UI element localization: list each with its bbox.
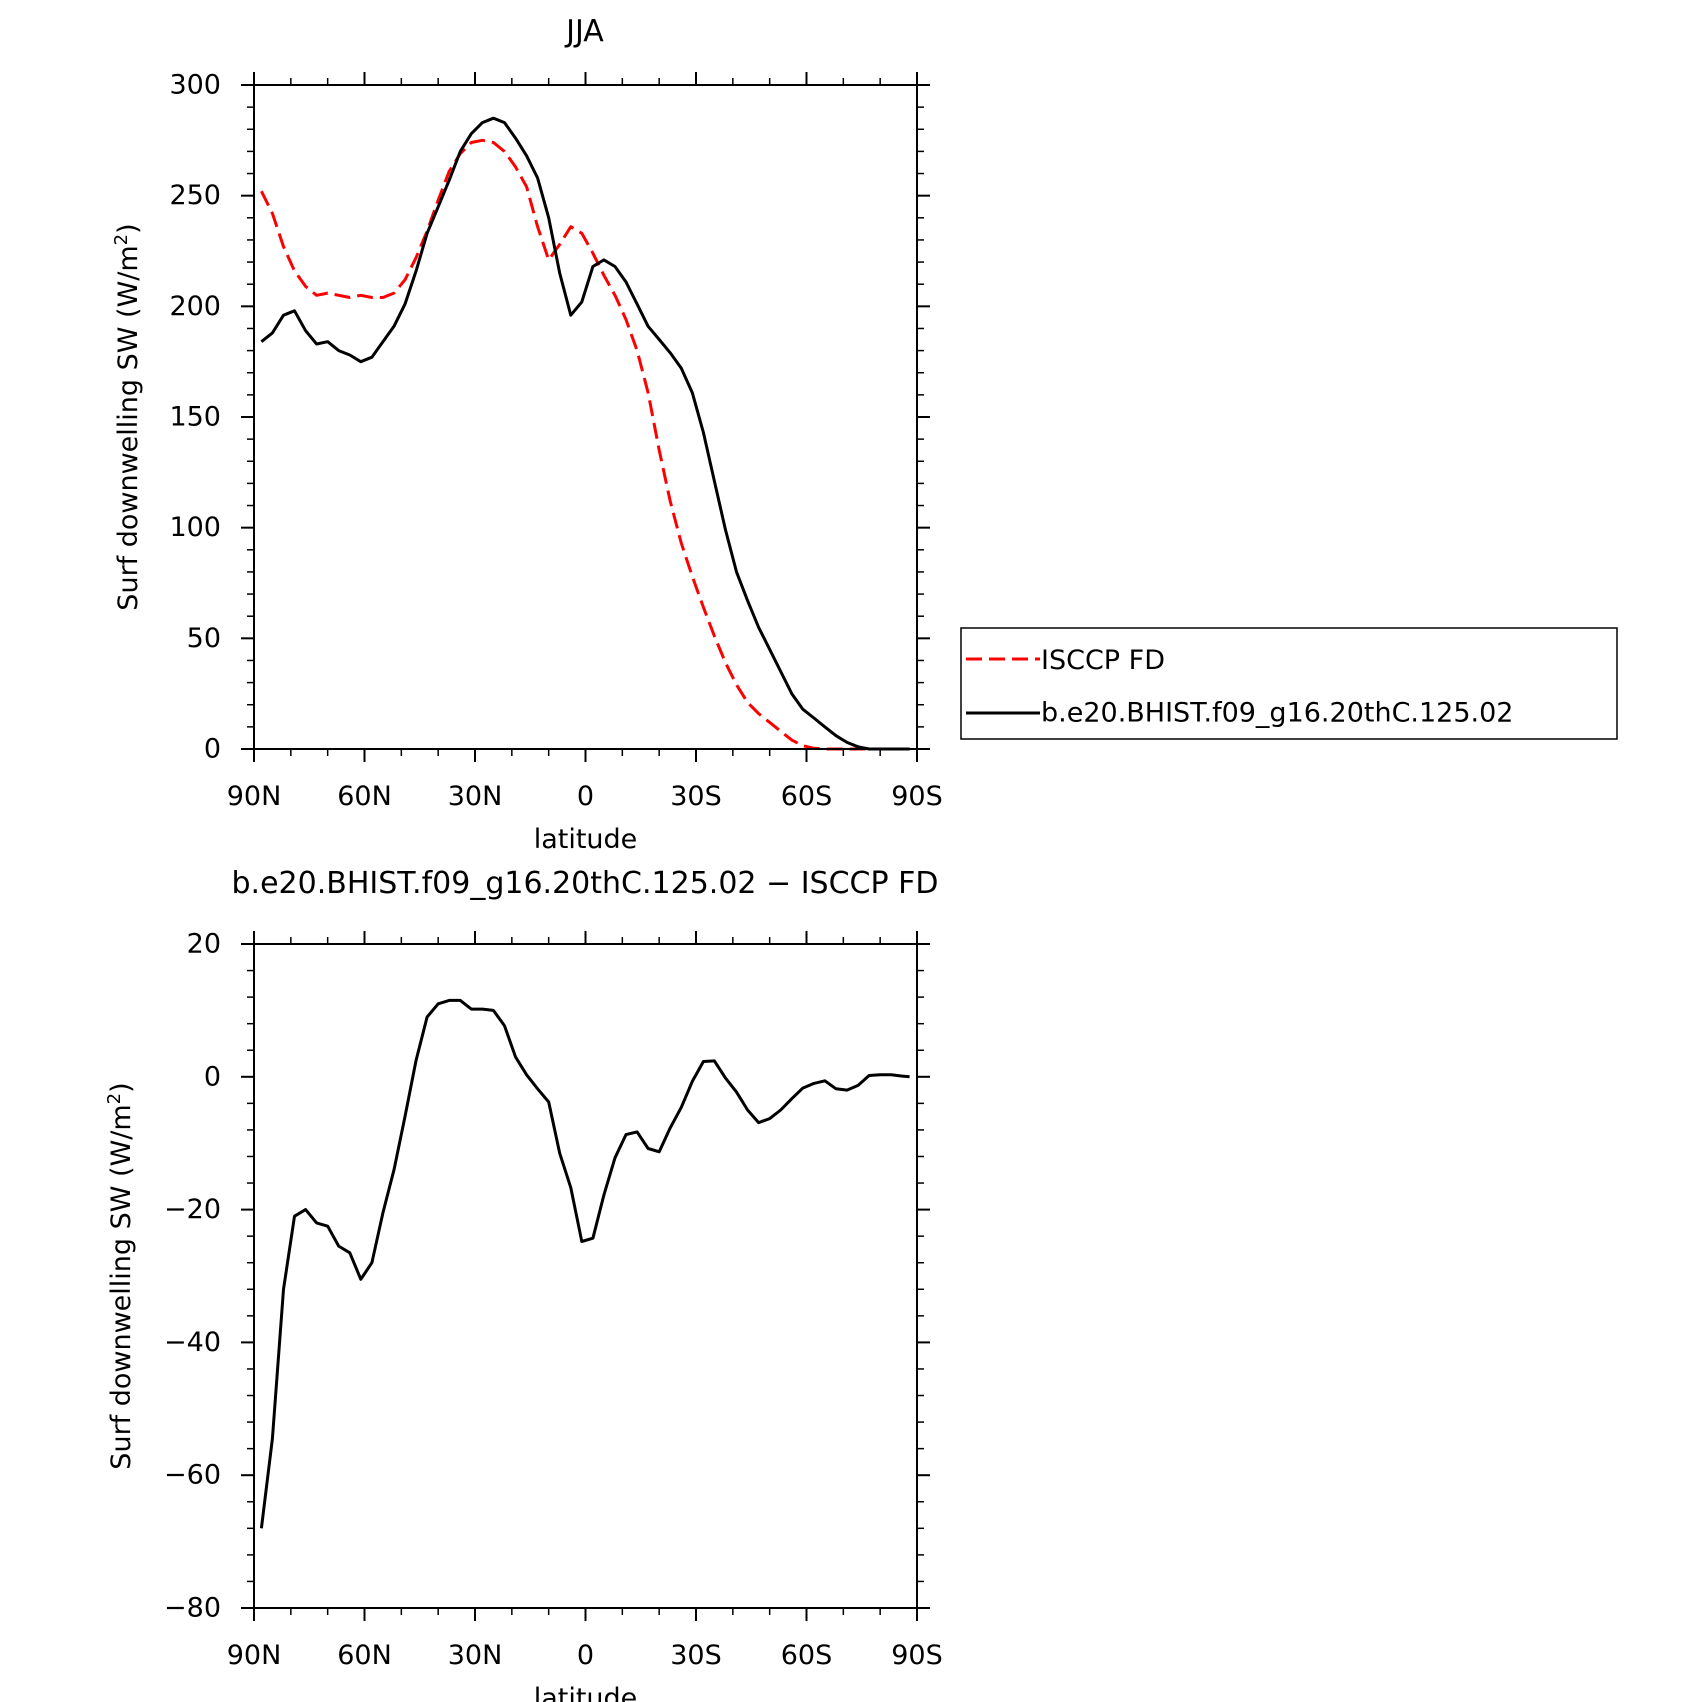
bottom-y-axis-title-main: Surf downwelling SW (W/m	[106, 1104, 137, 1469]
legend-box	[960, 627, 1618, 740]
x-tick-label: 30S	[670, 781, 722, 812]
y-tick-label: 100	[169, 512, 221, 543]
y-tick-label: 0	[204, 734, 221, 765]
x-tick-label: 30N	[448, 1640, 503, 1671]
legend-label-isccp: ISCCP FD	[1041, 645, 1165, 676]
top-y-axis-title-main: Surf downwelling SW (W/m	[113, 245, 144, 610]
x-tick-label: 90N	[227, 1640, 282, 1671]
series-line-isccp	[260, 138, 910, 751]
legend: ISCCP FD b.e20.BHIST.f09_g16.20thC.125.0…	[960, 627, 1618, 740]
x-tick-label: 60N	[337, 1640, 392, 1671]
top-axis-ticks	[241, 72, 930, 762]
top-chart-title: JJA	[564, 14, 604, 49]
top-panel: JJA 90N 60N 30N 0 30S 60S 90S 0 50 100 150 200 250 3…	[111, 14, 1618, 855]
bottom-y-tick-labels: −80 −60 −40 −20 0 20	[164, 929, 221, 1624]
y-tick-label: −40	[164, 1327, 221, 1358]
bottom-panel: b.e20.BHIST.f09_g16.20thC.125.02 − ISCCP…	[104, 866, 943, 1702]
x-tick-label: 0	[577, 1640, 594, 1671]
top-plot-frame	[253, 84, 918, 750]
bottom-chart-title: b.e20.BHIST.f09_g16.20thC.125.02 − ISCCP…	[232, 866, 939, 901]
bottom-x-tick-labels: 90N 60N 30N 0 30S 60S 90S	[227, 1640, 943, 1671]
x-tick-label: 30S	[670, 1640, 722, 1671]
x-tick-label: 60N	[337, 781, 392, 812]
top-y-axis-title: Surf downwelling SW (W/m2)	[111, 223, 144, 610]
y-tick-label: 50	[187, 623, 221, 654]
y-tick-label: 300	[169, 70, 221, 101]
y-tick-label: 20	[187, 929, 221, 960]
bottom-plot-frame	[253, 943, 918, 1609]
x-tick-label: 60S	[781, 781, 833, 812]
x-tick-label: 60S	[781, 1640, 833, 1671]
series-line-difference	[259, 998, 910, 1529]
top-x-axis-title: latitude	[534, 824, 638, 855]
y-tick-label: −20	[164, 1194, 221, 1225]
top-y-axis-title-close: )	[113, 223, 144, 234]
x-tick-label: 90N	[227, 781, 282, 812]
y-tick-label: 250	[169, 180, 221, 211]
x-tick-label: 0	[577, 781, 594, 812]
bottom-y-axis-title: Surf downwelling SW (W/m2)	[104, 1082, 137, 1469]
bottom-plot-lines	[259, 998, 910, 1529]
top-x-tick-labels: 90N 60N 30N 0 30S 60S 90S	[227, 781, 943, 812]
top-plot-lines	[260, 116, 910, 751]
y-tick-label: 150	[169, 402, 221, 433]
y-tick-label: −80	[164, 1593, 221, 1624]
top-y-axis-title-sup: 2	[111, 234, 132, 245]
bottom-x-axis-title: latitude	[534, 1683, 638, 1702]
x-tick-label: 90S	[891, 781, 943, 812]
top-y-tick-labels: 0 50 100 150 200 250 300	[169, 70, 221, 765]
y-tick-label: 200	[169, 291, 221, 322]
y-tick-label: 0	[204, 1061, 221, 1092]
x-tick-label: 90S	[891, 1640, 943, 1671]
legend-label-model: b.e20.BHIST.f09_g16.20thC.125.02	[1041, 698, 1513, 729]
bottom-axis-ticks	[241, 931, 930, 1621]
y-tick-label: −60	[164, 1460, 221, 1491]
series-line-model	[260, 116, 910, 751]
bottom-y-axis-title-close: )	[106, 1082, 137, 1093]
x-tick-label: 30N	[448, 781, 503, 812]
bottom-y-axis-title-sup: 2	[104, 1093, 125, 1104]
